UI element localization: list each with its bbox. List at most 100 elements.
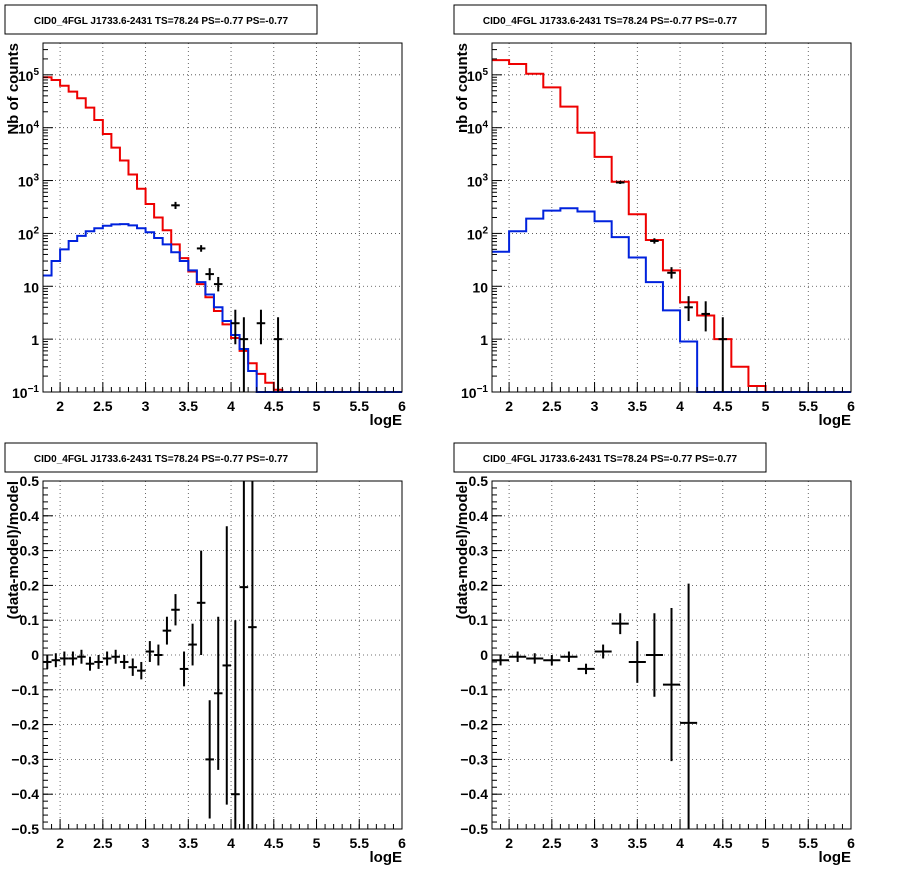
- y-tick-label: −0.4: [460, 786, 488, 802]
- residual-point: [102, 651, 112, 666]
- x-tick-label: 4.5: [713, 398, 733, 414]
- data-point: [171, 201, 180, 209]
- x-tick-label: 2.5: [93, 398, 113, 414]
- x-tick-label: 4: [227, 835, 235, 851]
- y-tick-label: 10: [472, 279, 488, 295]
- y-tick-label: −0.5: [460, 821, 488, 837]
- x-tick-label: 5.5: [799, 398, 819, 414]
- y-tick-label: 103: [467, 173, 489, 190]
- x-tick-label: 3.5: [628, 835, 648, 851]
- y-tick-label: −0.1: [460, 682, 488, 698]
- y-axis-label: nb of counts: [454, 43, 471, 133]
- residual-point: [162, 616, 172, 645]
- title-box: [4, 4, 318, 35]
- x-tick-label: 5: [762, 398, 770, 414]
- y-tick-label: 0.2: [20, 577, 40, 593]
- title-box: [453, 4, 767, 35]
- data-point: [196, 245, 206, 252]
- y-tick-label: 0.5: [469, 473, 489, 489]
- residual-point: [154, 644, 163, 666]
- residual-point: [188, 623, 197, 666]
- plot-area: [43, 481, 257, 829]
- x-axis-label: logE: [370, 412, 403, 429]
- residual-point: [492, 655, 510, 666]
- data-point: [701, 301, 710, 332]
- y-tick-label: 0.3: [20, 543, 40, 559]
- residual-point: [577, 663, 595, 675]
- y-tick-label: 105: [467, 67, 489, 84]
- residual-point: [594, 644, 612, 659]
- y-tick-label: 1: [31, 332, 39, 348]
- tick-labels: 2 2.5 3 3.5 4 4.5 5 5.5 6 −0.5 −0.4 −0.3 −0.2 −0.1 0 0.…: [11, 473, 406, 851]
- residual-point: [628, 641, 646, 683]
- x-tick-label: 5: [762, 835, 770, 851]
- data-point: [684, 296, 693, 322]
- residual-point: [509, 651, 527, 662]
- x-tick-label: 2.5: [542, 398, 562, 414]
- residual-point: [60, 651, 69, 666]
- y-axis-label: (data-model)/model: [5, 481, 22, 619]
- y-tick-label: 0.5: [20, 473, 40, 489]
- y-tick-label: 0.1: [469, 612, 489, 628]
- residual-point: [222, 526, 232, 805]
- y-tick-label: 0: [480, 647, 488, 663]
- residual-point: [526, 653, 544, 664]
- x-tick-label: 3: [591, 835, 599, 851]
- x-tick-label: 4: [676, 835, 684, 851]
- x-tick-label: 5: [313, 835, 321, 851]
- residual-point: [248, 481, 257, 829]
- y-tick-label: 10−1: [12, 384, 39, 401]
- chart-title: CID0_4FGL J1733.6-2431 TS=78.24 PS=-0.77…: [34, 16, 289, 27]
- residual-point: [213, 616, 223, 770]
- residual-point: [179, 651, 189, 687]
- y-tick-label: 0: [31, 647, 39, 663]
- data-point: [213, 276, 223, 292]
- residual-panel-right: CID0_4FGL J1733.6-2431 TS=78.24 PS=-0.77…: [453, 442, 855, 866]
- x-tick-label: 5.5: [350, 835, 370, 851]
- x-tick-label: 2.5: [542, 835, 562, 851]
- x-tick-label: 2: [505, 835, 513, 851]
- chart-title: CID0_4FGL J1733.6-2431 TS=78.24 PS=-0.77…: [34, 454, 289, 465]
- tick-labels: 2 2.5 3 3.5 4 4.5 5 5.5 6 −0.5 −0.4 −0.3 −0.2 −0.1 0 0.…: [460, 473, 855, 851]
- residual-point: [231, 620, 240, 829]
- residual-point: [662, 608, 681, 762]
- residual-point: [128, 658, 138, 676]
- residual-point: [77, 649, 86, 664]
- data-point: [205, 268, 214, 281]
- residual-point: [111, 649, 120, 664]
- x-tick-label: 3: [591, 398, 599, 414]
- x-tick-label: 3.5: [179, 835, 199, 851]
- title-box: [4, 442, 318, 473]
- x-tick-label: 5: [313, 398, 321, 414]
- y-tick-label: 1: [480, 332, 488, 348]
- residual-point: [680, 583, 698, 829]
- data-point: [667, 267, 676, 279]
- residual-point: [205, 700, 214, 819]
- y-tick-label: −0.4: [11, 786, 39, 802]
- x-axis-label: logE: [819, 412, 852, 429]
- y-tick-label: 0.4: [469, 508, 489, 524]
- x-tick-label: 3: [142, 835, 150, 851]
- chart-title: CID0_4FGL J1733.6-2431 TS=78.24 PS=-0.77…: [483, 16, 738, 27]
- y-tick-label: −0.1: [11, 682, 39, 698]
- residual-point: [119, 655, 129, 669]
- chart-title: CID0_4FGL J1733.6-2431 TS=78.24 PS=-0.77…: [483, 454, 738, 465]
- y-tick-label: 102: [467, 225, 489, 242]
- residual-point: [137, 661, 146, 680]
- title-box: [453, 442, 767, 473]
- y-tick-label: −0.5: [11, 821, 39, 837]
- data-point: [256, 309, 266, 345]
- residual-point: [196, 550, 206, 655]
- x-tick-label: 3.5: [628, 398, 648, 414]
- axis-ticks: [42, 42, 403, 393]
- residual-point: [239, 481, 249, 829]
- x-tick-label: 6: [398, 835, 406, 851]
- axis-ticks: [491, 480, 852, 830]
- y-tick-label: −0.3: [460, 751, 488, 767]
- tick-labels: 2 2.5 3 3.5 4 4.5 5 5.5 6 10−1 1 10 102 103 104 105: [461, 67, 855, 414]
- x-tick-label: 4.5: [713, 835, 733, 851]
- y-axis-label: Nb of counts: [5, 43, 22, 135]
- x-tick-label: 3: [142, 398, 150, 414]
- y-tick-label: 10−1: [461, 384, 488, 401]
